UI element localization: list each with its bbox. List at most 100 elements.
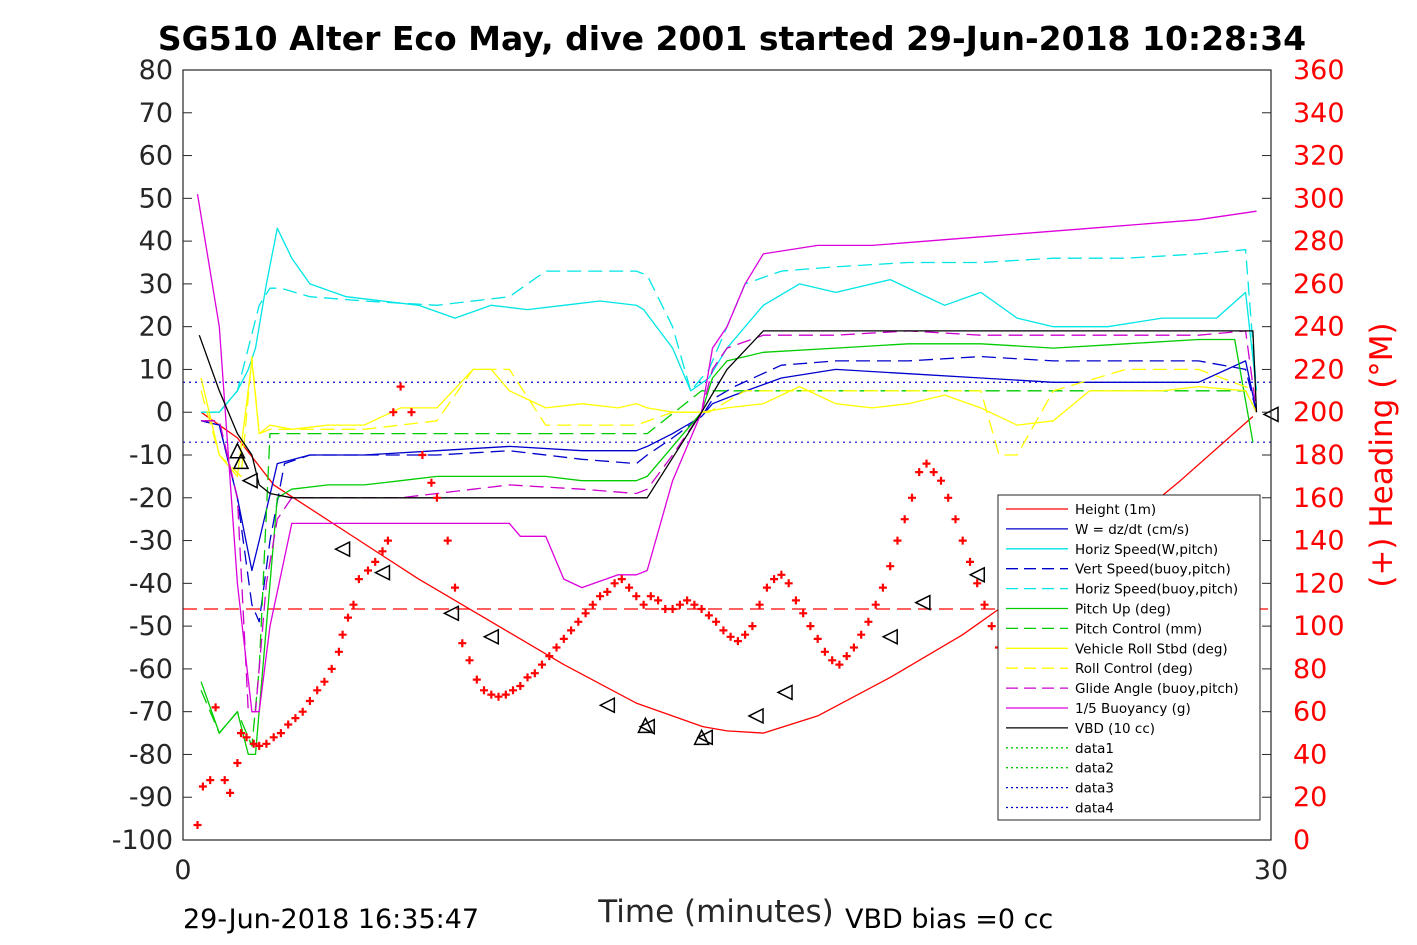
y-tick-label: -40 <box>129 568 173 599</box>
heading-point <box>610 579 619 588</box>
series-line-2 <box>201 227 1258 413</box>
heading-point <box>538 660 546 669</box>
y-tick-label: -80 <box>129 739 173 770</box>
depth-marker-layer <box>229 406 1279 746</box>
heading-point <box>741 630 750 639</box>
y-tick-label: 20 <box>139 312 173 343</box>
heading-point <box>726 632 735 641</box>
legend-label: Vert Speed(buoy,pitch) <box>1075 562 1231 578</box>
series-line-8 <box>200 355 1257 478</box>
x-axis-label: Time (minutes) <box>597 894 833 930</box>
series-line-9 <box>201 330 1258 713</box>
heading-point <box>432 493 441 502</box>
series-line-11 <box>198 330 1258 499</box>
heading-point <box>344 613 352 622</box>
heading-point <box>987 622 996 631</box>
legend-label: Horiz Speed(W,pitch) <box>1075 542 1218 558</box>
y-right-tick-label: 40 <box>1293 739 1327 770</box>
y-tick-label: 10 <box>139 354 173 385</box>
y-right-tick-label: 20 <box>1293 782 1327 813</box>
heading-point <box>494 692 503 701</box>
heading-point <box>704 611 713 620</box>
y-right-tick-label: 300 <box>1293 183 1345 214</box>
series-line-5 <box>200 338 1254 756</box>
legend-label: Glide Angle (buoy,pitch) <box>1075 681 1239 697</box>
heading-point <box>922 459 931 468</box>
heading-point <box>937 476 945 485</box>
legend-label: W = dz/dt (cm/s) <box>1075 522 1189 538</box>
y-axis-right: 3603403203002802602402202001801601401201… <box>1262 55 1345 856</box>
legend-items: Height (1m) W = dz/dt (cm/s) Horiz Speed(W… <box>1006 502 1239 817</box>
y-tick-label: -60 <box>129 654 173 685</box>
heading-point <box>487 690 496 699</box>
heading-point <box>842 652 851 661</box>
heading-point <box>458 639 467 648</box>
heading-point <box>733 637 742 646</box>
depth-marker <box>968 566 985 583</box>
heading-point <box>719 626 728 635</box>
heading-point <box>973 579 982 588</box>
y-right-tick-label: 0 <box>1293 825 1310 856</box>
heading-point <box>220 776 229 785</box>
heading-point <box>338 630 347 639</box>
heading-point <box>683 596 692 605</box>
x-tick-label: 30 <box>1254 855 1288 886</box>
y-tick-label: -30 <box>129 526 173 557</box>
series-line-10 <box>196 193 1257 713</box>
y-tick-label: 50 <box>139 183 173 214</box>
legend-label: data3 <box>1075 781 1114 797</box>
x-tick-label: 0 <box>174 855 191 886</box>
depth-marker <box>373 564 391 581</box>
heading-point <box>820 647 829 656</box>
heading-point <box>581 609 590 618</box>
heading-point <box>755 600 764 609</box>
heading-point <box>193 821 202 829</box>
heading-point <box>443 536 452 545</box>
depth-marker <box>232 452 250 470</box>
heading-point <box>632 592 641 601</box>
y-right-tick-label: 180 <box>1293 440 1345 471</box>
heading-point <box>661 605 670 613</box>
y-right-tick-label: 80 <box>1293 654 1327 685</box>
heading-point <box>523 673 532 682</box>
heading-point <box>944 493 953 502</box>
legend-label: data4 <box>1075 801 1114 817</box>
depth-marker <box>229 442 246 459</box>
heading-point <box>617 575 626 584</box>
y-right-tick-label: 100 <box>1293 611 1345 642</box>
y-axis-right-label: (+) Heading (°M) <box>1364 322 1400 587</box>
y-tick-label: -20 <box>129 483 173 514</box>
heading-point <box>806 622 815 631</box>
heading-point <box>313 686 322 695</box>
heading-point <box>654 596 663 605</box>
series-line-3 <box>200 355 1258 623</box>
heading-point <box>675 600 684 609</box>
heading-point <box>198 782 207 791</box>
heading-point <box>211 703 220 712</box>
y-right-tick-label: 360 <box>1293 55 1345 86</box>
heading-point <box>770 575 779 584</box>
depth-marker <box>482 628 500 646</box>
heading-point <box>712 617 721 626</box>
heading-point <box>966 557 974 566</box>
series-line-1 <box>200 360 1258 572</box>
heading-point <box>545 652 554 661</box>
y-right-tick-label: 60 <box>1293 697 1327 728</box>
depth-marker <box>637 716 654 734</box>
heading-point <box>552 643 561 652</box>
footer-timestamp: 29-Jun-2018 16:35:47 <box>183 904 479 935</box>
heading-point <box>383 536 392 545</box>
heading-point <box>878 583 887 592</box>
heading-point <box>567 626 576 635</box>
heading-point <box>900 515 909 524</box>
heading-point <box>237 729 245 738</box>
heading-point <box>305 697 314 705</box>
heading-point <box>349 600 358 609</box>
heading-point <box>777 570 786 579</box>
heading-point <box>915 468 924 477</box>
heading-point <box>226 788 235 797</box>
depth-marker <box>881 628 898 646</box>
heading-point <box>893 536 902 545</box>
y-tick-label: 80 <box>139 55 173 86</box>
